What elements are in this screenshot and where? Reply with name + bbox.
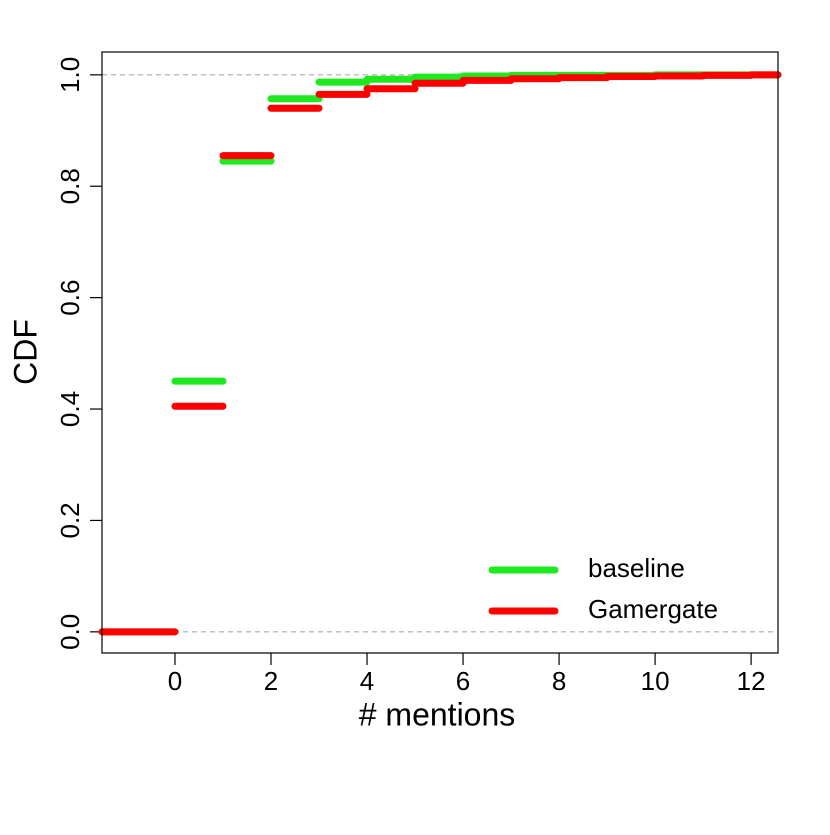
y-axis-label: CDF [7, 319, 43, 385]
x-tick-label: 8 [552, 666, 566, 696]
plot-frame [101, 51, 779, 654]
legend-label: Gamergate [588, 594, 718, 624]
x-tick-label: 0 [168, 666, 182, 696]
x-tick-label: 6 [456, 666, 470, 696]
x-tick-label: 12 [737, 666, 766, 696]
y-tick-label: 1.0 [55, 57, 85, 93]
x-axis-label: # mentions [359, 696, 516, 732]
y-tick-label: 0.8 [55, 168, 85, 204]
x-tick-label: 2 [264, 666, 278, 696]
x-tick-label: 10 [641, 666, 670, 696]
x-tick-label: 4 [360, 666, 374, 696]
y-tick-label: 0.2 [55, 502, 85, 538]
y-tick-label: 0.6 [55, 280, 85, 316]
legend-label: baseline [588, 553, 685, 583]
y-tick-label: 0.4 [55, 391, 85, 427]
y-tick-label: 0.0 [55, 614, 85, 650]
